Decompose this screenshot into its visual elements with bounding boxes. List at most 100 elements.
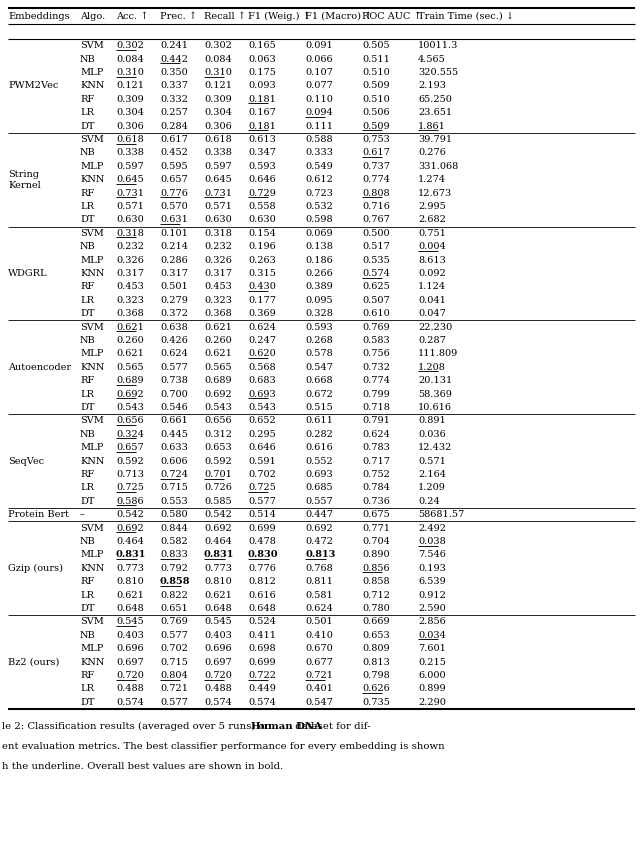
Text: DT: DT <box>80 496 95 506</box>
Text: 0.693: 0.693 <box>305 470 333 479</box>
Text: 0.657: 0.657 <box>160 175 188 184</box>
Text: 0.091: 0.091 <box>305 41 333 50</box>
Text: 0.084: 0.084 <box>116 54 144 64</box>
Text: 0.545: 0.545 <box>116 617 144 626</box>
Text: 0.621: 0.621 <box>116 349 144 359</box>
Text: 0.618: 0.618 <box>116 135 144 144</box>
Text: 0.677: 0.677 <box>305 658 333 666</box>
Text: 0.337: 0.337 <box>160 82 188 90</box>
Text: 0.312: 0.312 <box>204 430 232 439</box>
Text: dataset for dif-: dataset for dif- <box>292 722 370 731</box>
Text: 0.776: 0.776 <box>248 564 276 573</box>
Text: LR: LR <box>80 389 94 399</box>
Text: 0.368: 0.368 <box>204 309 232 318</box>
Text: 0.656: 0.656 <box>116 416 143 425</box>
Text: 0.586: 0.586 <box>116 496 143 506</box>
Text: LR: LR <box>80 591 94 599</box>
Text: 0.121: 0.121 <box>116 82 144 90</box>
Text: 0.558: 0.558 <box>248 202 276 211</box>
Text: 12.432: 12.432 <box>418 443 452 452</box>
Text: 58681.57: 58681.57 <box>418 510 464 519</box>
Text: 0.858: 0.858 <box>160 577 191 586</box>
Text: 0.767: 0.767 <box>362 215 390 224</box>
Text: 0.617: 0.617 <box>362 149 390 157</box>
Text: 0.232: 0.232 <box>204 242 232 252</box>
Text: MLP: MLP <box>80 443 104 452</box>
Text: 0.756: 0.756 <box>362 349 390 359</box>
Text: F1 (Macro) ↑: F1 (Macro) ↑ <box>305 12 372 21</box>
Text: 0.430: 0.430 <box>248 282 276 292</box>
Text: 0.077: 0.077 <box>305 82 333 90</box>
Text: 0.721: 0.721 <box>305 671 333 680</box>
Text: 0.266: 0.266 <box>305 269 333 278</box>
Text: 0.704: 0.704 <box>362 537 390 546</box>
Text: 0.692: 0.692 <box>204 524 232 533</box>
Text: 0.616: 0.616 <box>305 443 333 452</box>
Text: SVM: SVM <box>80 229 104 238</box>
Text: 0.696: 0.696 <box>116 644 143 653</box>
Text: 0.692: 0.692 <box>204 389 232 399</box>
Text: 0.505: 0.505 <box>362 41 390 50</box>
Text: KNN: KNN <box>80 269 104 278</box>
Text: DT: DT <box>80 215 95 224</box>
Text: 0.545: 0.545 <box>204 617 232 626</box>
Text: 0.631: 0.631 <box>160 215 188 224</box>
Text: 0.369: 0.369 <box>248 309 276 318</box>
Text: 0.697: 0.697 <box>116 658 144 666</box>
Text: 0.095: 0.095 <box>305 296 333 305</box>
Text: 0.317: 0.317 <box>160 269 188 278</box>
Text: Bz2 (ours): Bz2 (ours) <box>8 658 60 666</box>
Text: 0.773: 0.773 <box>116 564 144 573</box>
Text: 0.773: 0.773 <box>204 564 232 573</box>
Text: 0.488: 0.488 <box>204 684 232 694</box>
Text: LR: LR <box>80 684 94 694</box>
Text: ent evaluation metrics. The best classifier performance for every embedding is s: ent evaluation metrics. The best classif… <box>2 742 445 751</box>
Text: 0.597: 0.597 <box>204 162 232 171</box>
Text: RF: RF <box>80 95 94 104</box>
Text: 0.621: 0.621 <box>204 591 232 599</box>
Text: 6.539: 6.539 <box>418 577 445 586</box>
Text: 4.565: 4.565 <box>418 54 445 64</box>
Text: 2.995: 2.995 <box>418 202 445 211</box>
Text: 0.332: 0.332 <box>160 95 188 104</box>
Text: RF: RF <box>80 189 94 197</box>
Text: 0.543: 0.543 <box>204 403 232 412</box>
Text: 0.302: 0.302 <box>204 41 232 50</box>
Text: 0.445: 0.445 <box>160 430 188 439</box>
Text: MLP: MLP <box>80 68 104 77</box>
Text: KNN: KNN <box>80 658 104 666</box>
Text: 0.574: 0.574 <box>204 698 232 707</box>
Text: 0.181: 0.181 <box>248 95 276 104</box>
Text: PWM2Vec: PWM2Vec <box>8 82 58 90</box>
Text: MLP: MLP <box>80 256 104 264</box>
Text: 0.333: 0.333 <box>305 149 333 157</box>
Text: 0.624: 0.624 <box>160 349 188 359</box>
Text: 0.621: 0.621 <box>204 349 232 359</box>
Text: 7.546: 7.546 <box>418 551 446 559</box>
Text: 0.720: 0.720 <box>116 671 144 680</box>
Text: 0.403: 0.403 <box>116 631 144 640</box>
Text: 0.453: 0.453 <box>116 282 144 292</box>
Text: 0.449: 0.449 <box>248 684 276 694</box>
Text: 0.582: 0.582 <box>160 537 188 546</box>
Text: DT: DT <box>80 122 95 131</box>
Text: 0.652: 0.652 <box>248 416 276 425</box>
Text: 23.651: 23.651 <box>418 108 452 117</box>
Text: –: – <box>80 510 85 519</box>
Text: 0.546: 0.546 <box>160 403 188 412</box>
Text: 0.488: 0.488 <box>116 684 144 694</box>
Text: SVM: SVM <box>80 135 104 144</box>
Text: 0.501: 0.501 <box>305 617 333 626</box>
Text: 0.510: 0.510 <box>362 68 390 77</box>
Text: le 2: Classification results (averaged over 5 runs) on: le 2: Classification results (averaged o… <box>2 722 275 731</box>
Text: 0.891: 0.891 <box>418 416 445 425</box>
Text: 0.511: 0.511 <box>362 54 390 64</box>
Text: 0.648: 0.648 <box>204 604 232 613</box>
Text: 0.731: 0.731 <box>116 189 144 197</box>
Text: 0.668: 0.668 <box>305 377 333 385</box>
Text: 0.478: 0.478 <box>248 537 276 546</box>
Text: 0.621: 0.621 <box>116 323 144 332</box>
Text: NB: NB <box>80 537 96 546</box>
Text: 0.372: 0.372 <box>160 309 188 318</box>
Text: 0.574: 0.574 <box>362 269 390 278</box>
